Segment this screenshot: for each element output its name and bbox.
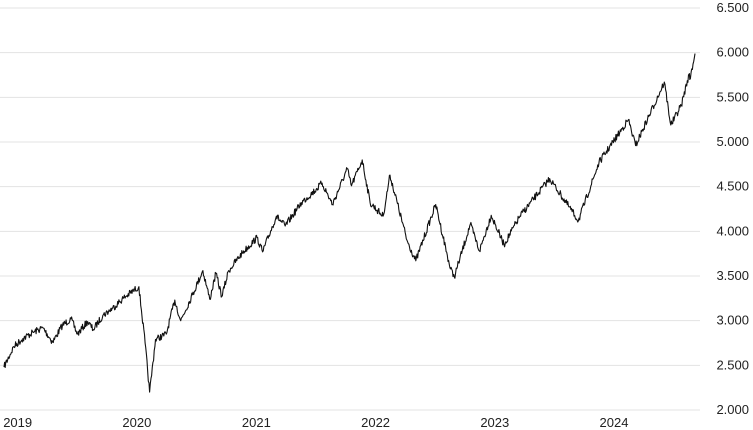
y-tick-label: 6.500 xyxy=(716,0,749,15)
y-tick-label: 5.000 xyxy=(716,134,749,149)
x-tick-label: 2022 xyxy=(361,415,390,430)
y-tick-label: 5.500 xyxy=(716,89,749,104)
y-tick-label: 4.000 xyxy=(716,223,749,238)
y-tick-label: 3.000 xyxy=(716,313,749,328)
x-tick-label: 2023 xyxy=(480,415,509,430)
price-series xyxy=(3,53,696,393)
x-tick-label: 2024 xyxy=(600,415,629,430)
series-line xyxy=(3,53,696,393)
gridlines xyxy=(0,7,700,411)
y-axis-ticks: 2.000 2.500 3.000 3.500 4.000 4.500 5.000 5.500… xyxy=(716,0,749,417)
y-tick-label: 6.000 xyxy=(716,45,749,60)
x-tick-label: 2020 xyxy=(122,415,151,430)
y-tick-label: 3.500 xyxy=(716,268,749,283)
x-axis-ticks: 2019 2020 2021 2022 2023 2024 xyxy=(3,415,628,430)
y-tick-label: 4.500 xyxy=(716,179,749,194)
y-tick-label: 2.000 xyxy=(716,402,749,417)
x-tick-label: 2021 xyxy=(242,415,271,430)
x-tick-label: 2019 xyxy=(3,415,32,430)
y-tick-label: 2.500 xyxy=(716,357,749,372)
